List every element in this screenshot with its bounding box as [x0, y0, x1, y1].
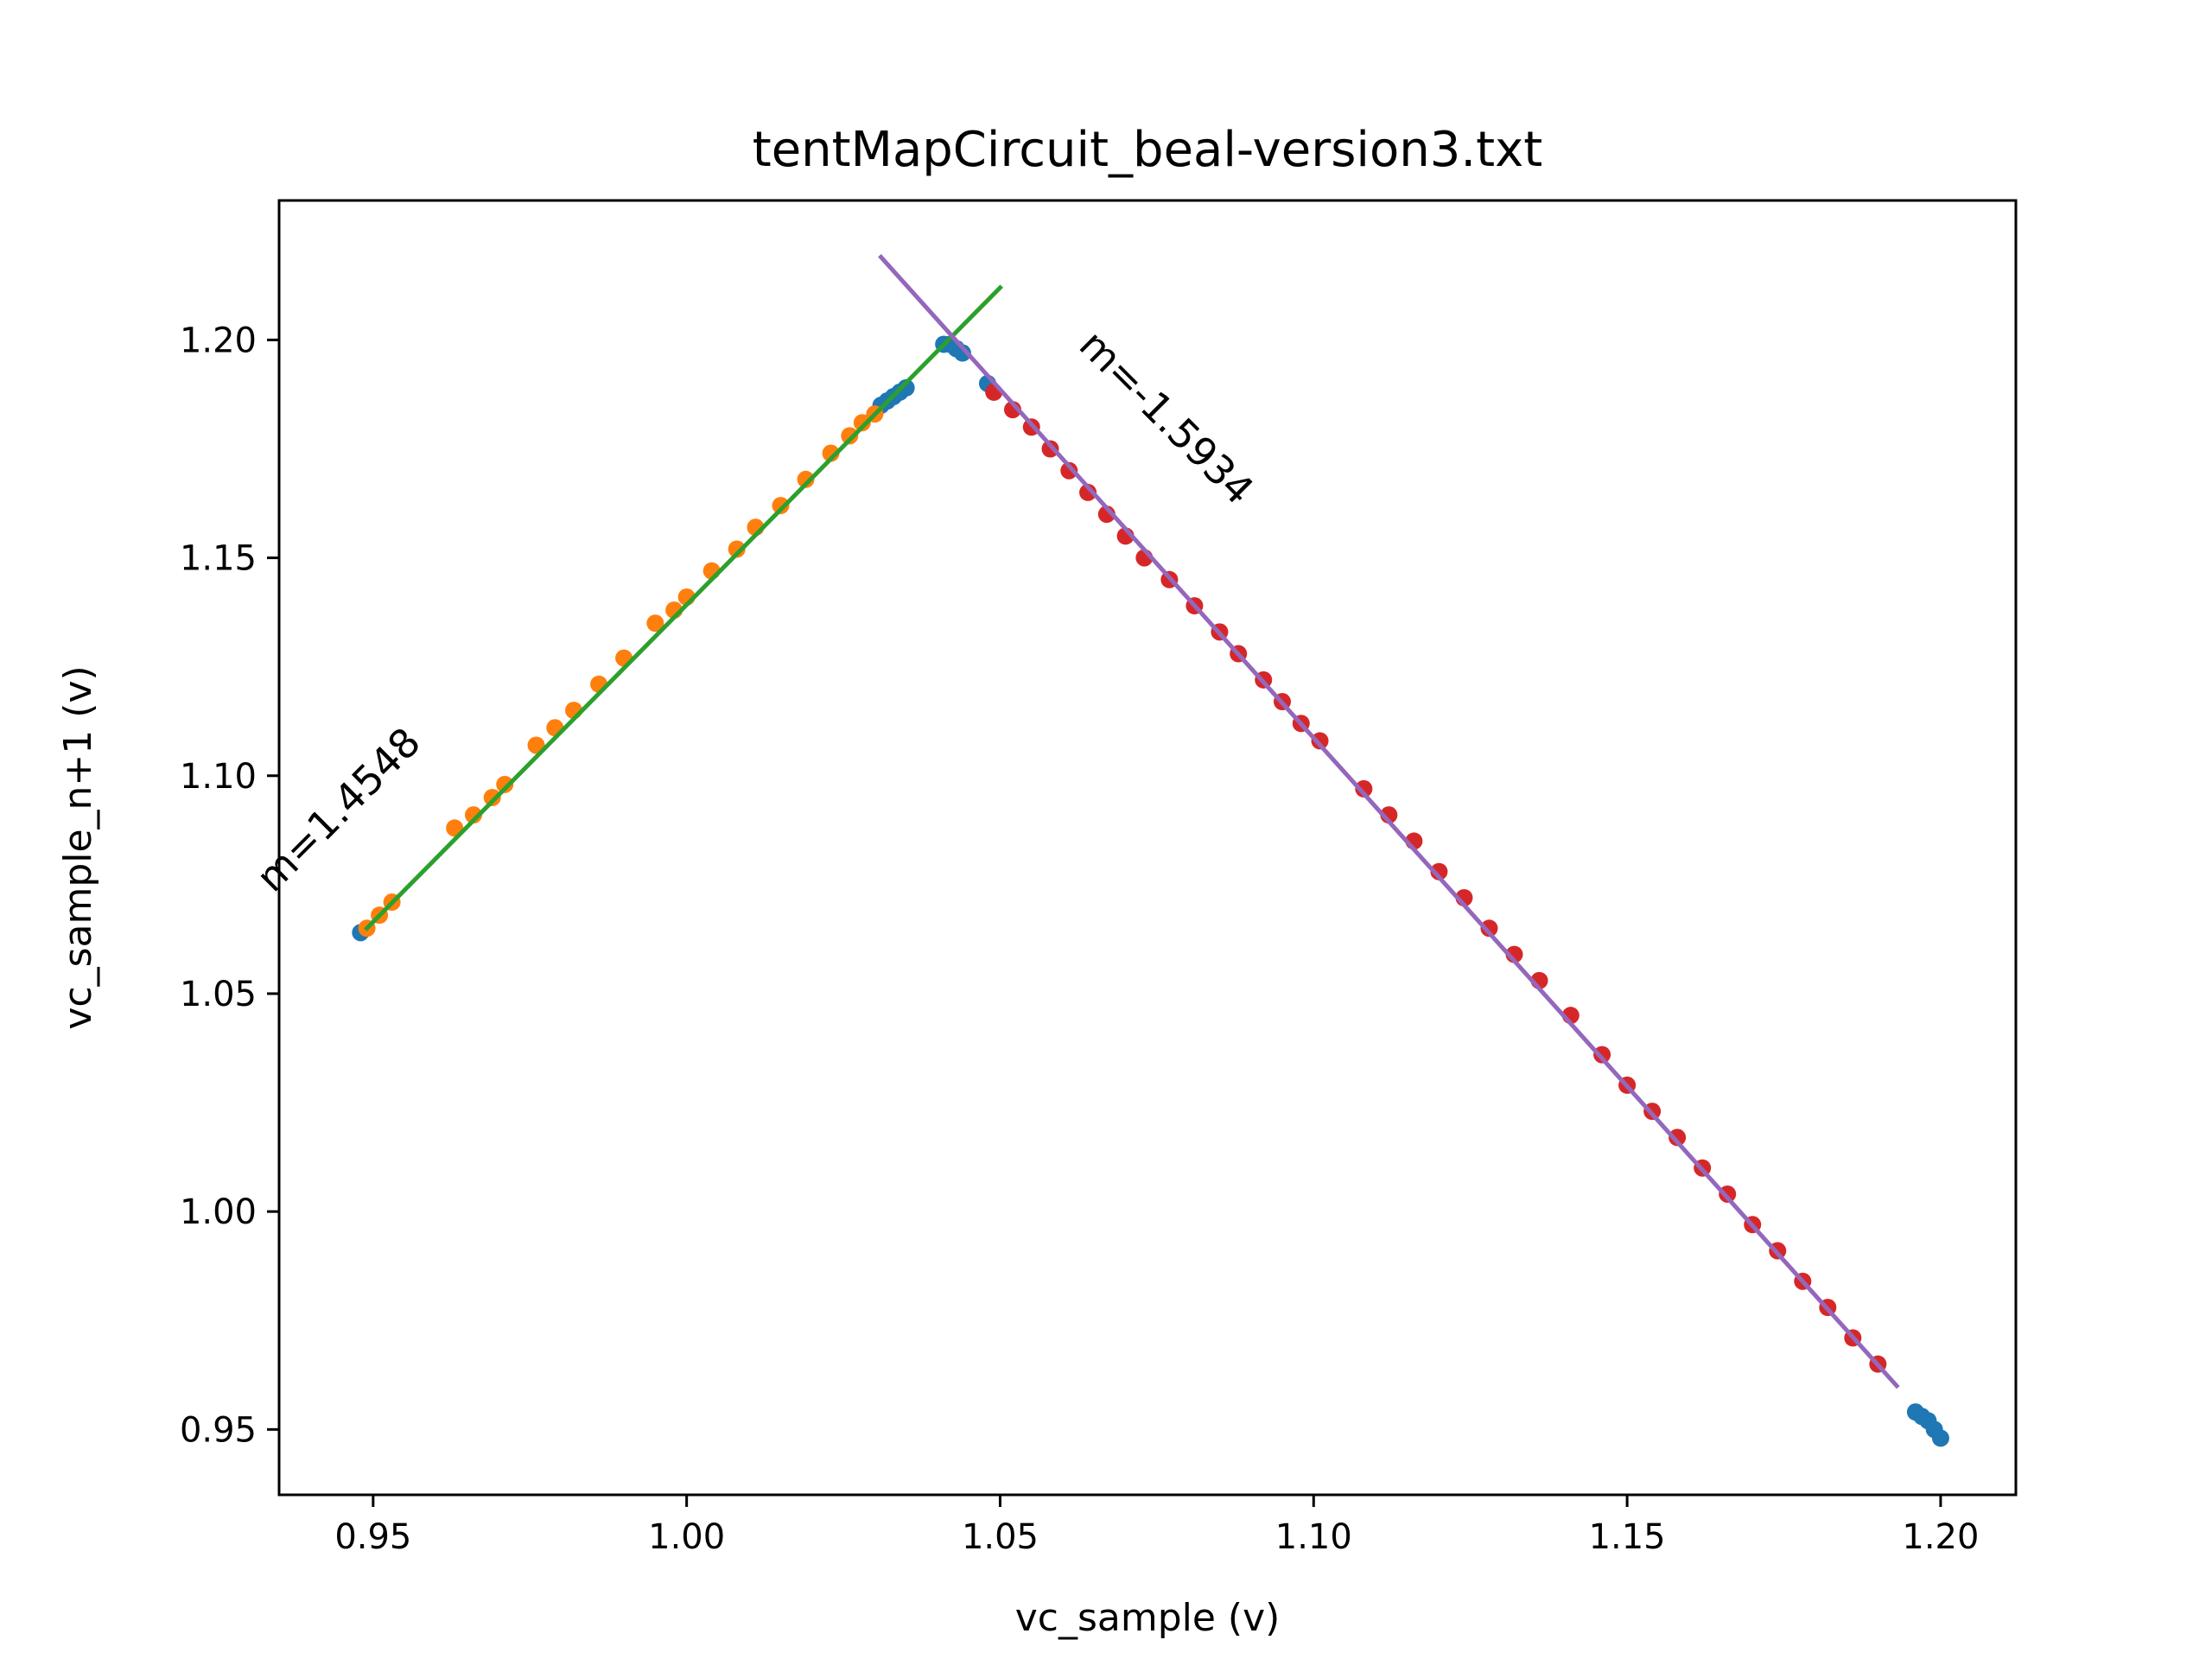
data-point-s1-21 [841, 427, 859, 445]
data-point-s2-16 [1311, 732, 1329, 750]
x-tick-label-4: 1.15 [1589, 1517, 1666, 1557]
x-axis-ticks: 0.95 1.00 1.05 1.10 1.15 1.20 [334, 1495, 1979, 1557]
data-point-s1-5 [483, 788, 501, 806]
x-tick-label-1: 1.00 [648, 1517, 725, 1557]
data-point-s1-6 [496, 775, 514, 793]
y-tick-label-2: 1.05 [180, 975, 257, 1014]
x-tick-label-3: 1.10 [1275, 1517, 1352, 1557]
data-point-s1-7 [527, 736, 545, 754]
data-point-s0-9 [953, 344, 971, 362]
y-tick-label-4: 1.15 [180, 539, 257, 579]
data-point-s2-17 [1355, 779, 1373, 798]
data-point-s2-29 [1669, 1128, 1687, 1147]
data-point-s2-20 [1430, 862, 1448, 880]
data-point-s1-18 [772, 497, 790, 515]
data-point-s1-12 [646, 614, 664, 632]
data-point-s1-4 [464, 806, 482, 824]
data-point-s2-5 [1079, 483, 1097, 501]
data-point-s1-19 [797, 470, 815, 488]
y-tick-label-1: 1.00 [180, 1192, 257, 1232]
chart-title: tentMapCircuit_beal-version3.txt [753, 122, 1542, 178]
x-tick-label-0: 0.95 [334, 1517, 411, 1557]
y-tick-label-5: 1.20 [180, 321, 257, 360]
x-tick-label-5: 1.20 [1902, 1517, 1979, 1557]
fit-line-s3 [364, 284, 1004, 931]
x-axis-label: vc_sample (v) [1015, 1596, 1281, 1640]
data-point-s1-22 [853, 414, 871, 432]
plot-frame [277, 199, 2018, 1497]
data-point-s2-4 [1060, 461, 1078, 480]
data-point-s0-15 [1931, 1429, 1949, 1447]
y-tick-label-0: 0.95 [180, 1410, 257, 1450]
data-point-s1-16 [728, 540, 746, 558]
plot-marks [352, 254, 1949, 1447]
y-axis-ticks: 0.95 1.00 1.05 1.10 1.15 1.20 [180, 321, 279, 1450]
data-point-s2-22 [1480, 919, 1498, 938]
axes-frame [277, 199, 2018, 1497]
fit-line-s4 [878, 254, 1900, 1389]
x-tick-label-2: 1.05 [962, 1517, 1039, 1557]
data-point-s2-26 [1593, 1046, 1611, 1064]
y-tick-label-3: 1.10 [180, 757, 257, 797]
data-point-s0-5 [897, 378, 915, 397]
y-axis-label: vc_sample_n+1 (v) [56, 665, 100, 1029]
